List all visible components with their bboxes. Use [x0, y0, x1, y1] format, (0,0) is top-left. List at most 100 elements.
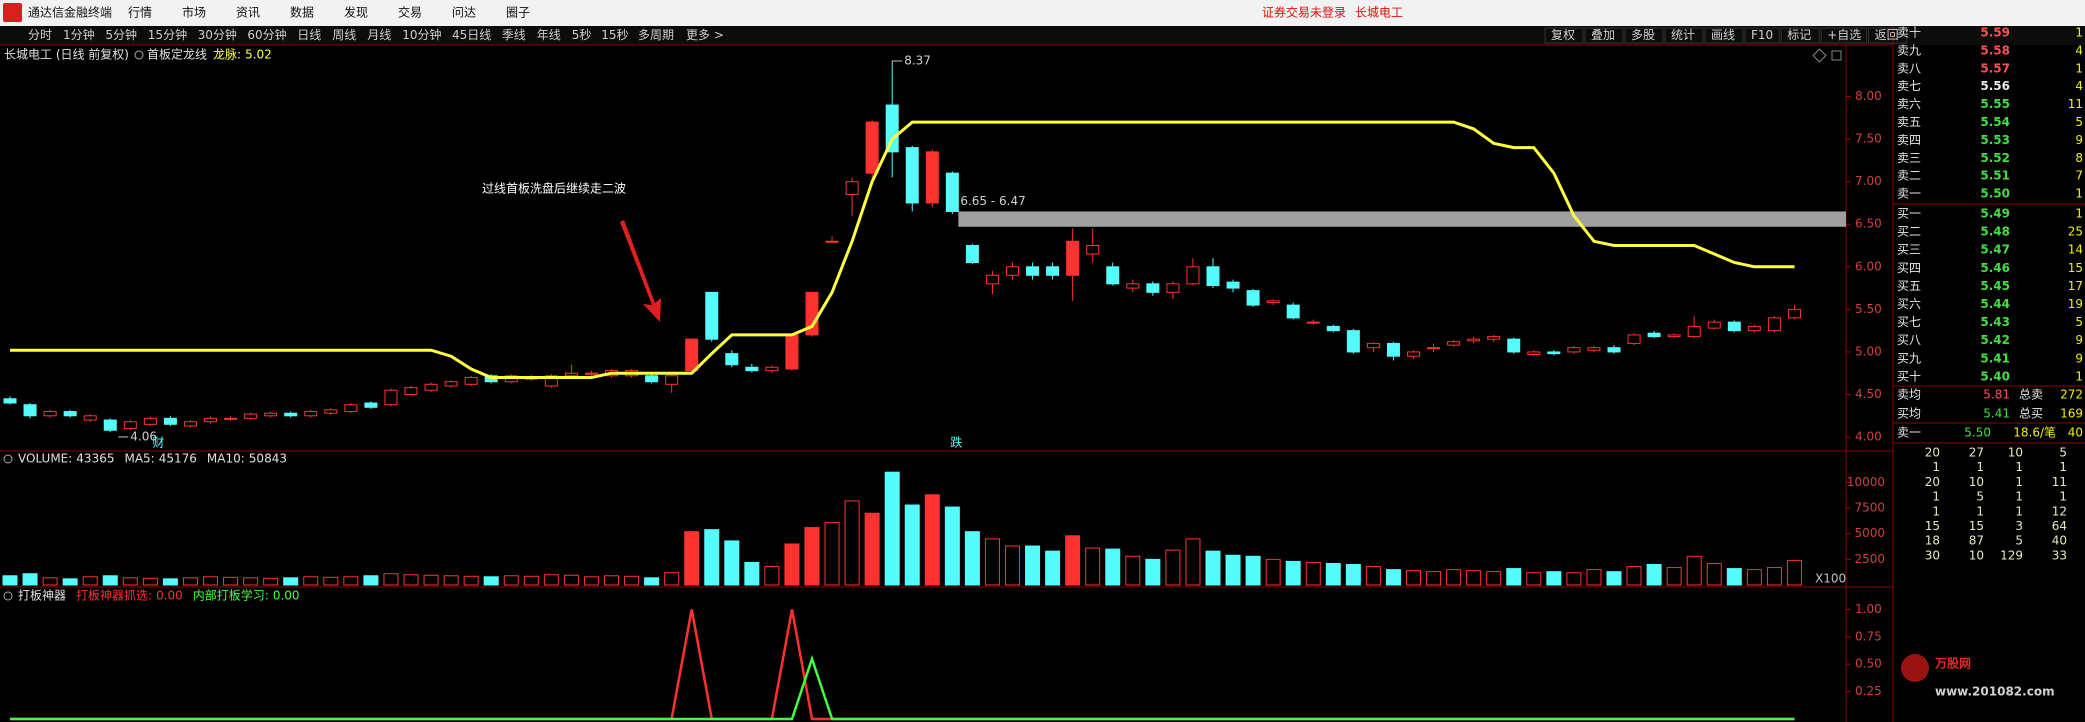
candle-body: [825, 240, 839, 243]
volume-bar: [844, 500, 860, 586]
menu-item[interactable]: 交易: [398, 5, 422, 20]
volume-bar: [423, 574, 439, 586]
menu-item[interactable]: 数据: [290, 5, 314, 20]
period-tab[interactable]: 5分钟: [105, 27, 137, 42]
menu-item[interactable]: 资讯: [236, 6, 260, 20]
tool-button[interactable]: 复权: [1551, 28, 1575, 42]
annotation: 过线首板洗盘后继续走二波: [482, 181, 626, 196]
volume-bar: [1526, 572, 1542, 586]
period-tab[interactable]: 30分钟: [198, 27, 237, 42]
volume-bar: [804, 527, 820, 586]
candle-body: [1547, 351, 1561, 355]
unit-label: X100: [1815, 572, 1846, 586]
tick-volume: 1: [1932, 490, 1940, 504]
tool-button[interactable]: +自选: [1827, 28, 1861, 42]
book-volume: 7: [2075, 169, 2083, 183]
volume-bar: [263, 577, 279, 586]
period-tab[interactable]: 15分钟: [148, 27, 187, 42]
candle-body: [1226, 281, 1240, 289]
menu-item[interactable]: 行情: [128, 6, 152, 20]
period-tab[interactable]: 1分钟: [63, 27, 95, 42]
tick-volume: 129: [2000, 548, 2023, 562]
volume-bar: [303, 576, 319, 586]
period-tab[interactable]: 45日线: [452, 28, 491, 42]
tick-volume: 12: [2052, 504, 2067, 518]
volume-bar: [1005, 545, 1020, 586]
tool-button-frame: [1584, 27, 1624, 44]
period-tab[interactable]: 周线: [332, 28, 356, 42]
period-tab[interactable]: 10分钟: [402, 27, 441, 42]
tick-volume: 20: [1925, 446, 1940, 460]
candle-body: [1166, 283, 1180, 293]
tool-button[interactable]: 返回: [1875, 28, 1899, 42]
volume-bar: [1406, 570, 1421, 586]
tick-volume: 3: [2015, 519, 2023, 533]
candle-body: [444, 381, 458, 387]
watermark-logo: [1901, 654, 1929, 682]
summary-value: 169: [2060, 407, 2083, 421]
tool-button-frame: [1704, 27, 1744, 44]
tick-volume: 5: [1976, 490, 1984, 504]
menu-item[interactable]: 问达: [452, 6, 476, 20]
candle-body: [103, 419, 117, 431]
candle-body: [23, 404, 37, 417]
tool-button[interactable]: 统计: [1671, 28, 1695, 42]
period-tab[interactable]: 多周期: [638, 28, 674, 42]
candle-body: [725, 353, 739, 366]
candle-body: [1747, 325, 1761, 332]
volume-bar: [1426, 571, 1442, 586]
volume-bar: [884, 471, 900, 586]
legend-label: VOLUME:: [18, 452, 72, 466]
chart-window-icon[interactable]: [1831, 50, 1842, 61]
book-level: 买二: [1897, 225, 1921, 239]
period-tab[interactable]: 月线: [367, 28, 391, 42]
period-tab[interactable]: 日线: [297, 28, 321, 42]
book-price: 5.41: [1980, 351, 2010, 365]
tick-volume: 18: [1925, 534, 1940, 548]
period-tab[interactable]: 年线: [537, 28, 561, 42]
book-level: 买八: [1897, 333, 1921, 347]
tool-button[interactable]: 多股: [1631, 28, 1655, 42]
candle-body: [1106, 266, 1120, 285]
candle-body: [785, 334, 799, 370]
menu-item[interactable]: 发现: [344, 5, 368, 20]
candle-body: [1206, 266, 1220, 287]
volume-bar: [283, 577, 299, 586]
volume-bar: [1666, 567, 1682, 586]
last-label: 卖一: [1897, 426, 1921, 440]
volume-bar: [583, 576, 599, 586]
candle-body: [885, 104, 899, 153]
period-tab[interactable]: 15秒: [601, 28, 628, 42]
chart-option-icon[interactable]: [1812, 48, 1827, 63]
legend-label: 内部打板学习:: [193, 588, 269, 603]
watermark-title: 万股网: [1934, 656, 1971, 671]
tool-button[interactable]: 画线: [1711, 28, 1735, 42]
period-tab[interactable]: 60分钟: [247, 27, 286, 42]
book-price: 5.48: [1980, 225, 2010, 239]
y-tick-label: 10000: [1847, 475, 1885, 489]
period-tab[interactable]: 更多 >: [686, 28, 724, 42]
tool-button[interactable]: 叠加: [1591, 28, 1615, 42]
tick-volume: 15: [1969, 519, 1984, 533]
period-tab[interactable]: 分时: [28, 28, 52, 42]
panel-toggle[interactable]: [3, 591, 13, 601]
legend-value: 0.00: [156, 589, 183, 603]
volume-bar: [223, 576, 239, 586]
volume-bar: [62, 578, 78, 586]
tool-button[interactable]: F10: [1751, 28, 1773, 42]
candle-body: [464, 376, 478, 385]
indicator-toggle[interactable]: [134, 50, 144, 60]
legend-value: 0.00: [273, 589, 300, 603]
book-volume: 1: [2075, 369, 2083, 383]
volume-bar: [664, 572, 680, 586]
panel-toggle[interactable]: [3, 454, 13, 464]
period-tab[interactable]: 5秒: [572, 28, 592, 42]
book-volume: 4: [2075, 79, 2083, 93]
menu-item[interactable]: 圈子: [506, 6, 530, 20]
menu-item[interactable]: 市场: [182, 5, 206, 20]
tool-button[interactable]: 标记: [1787, 28, 1811, 42]
volume-bar: [1185, 538, 1201, 586]
candle-body: [1427, 347, 1441, 350]
period-tab[interactable]: 季线: [502, 28, 526, 42]
